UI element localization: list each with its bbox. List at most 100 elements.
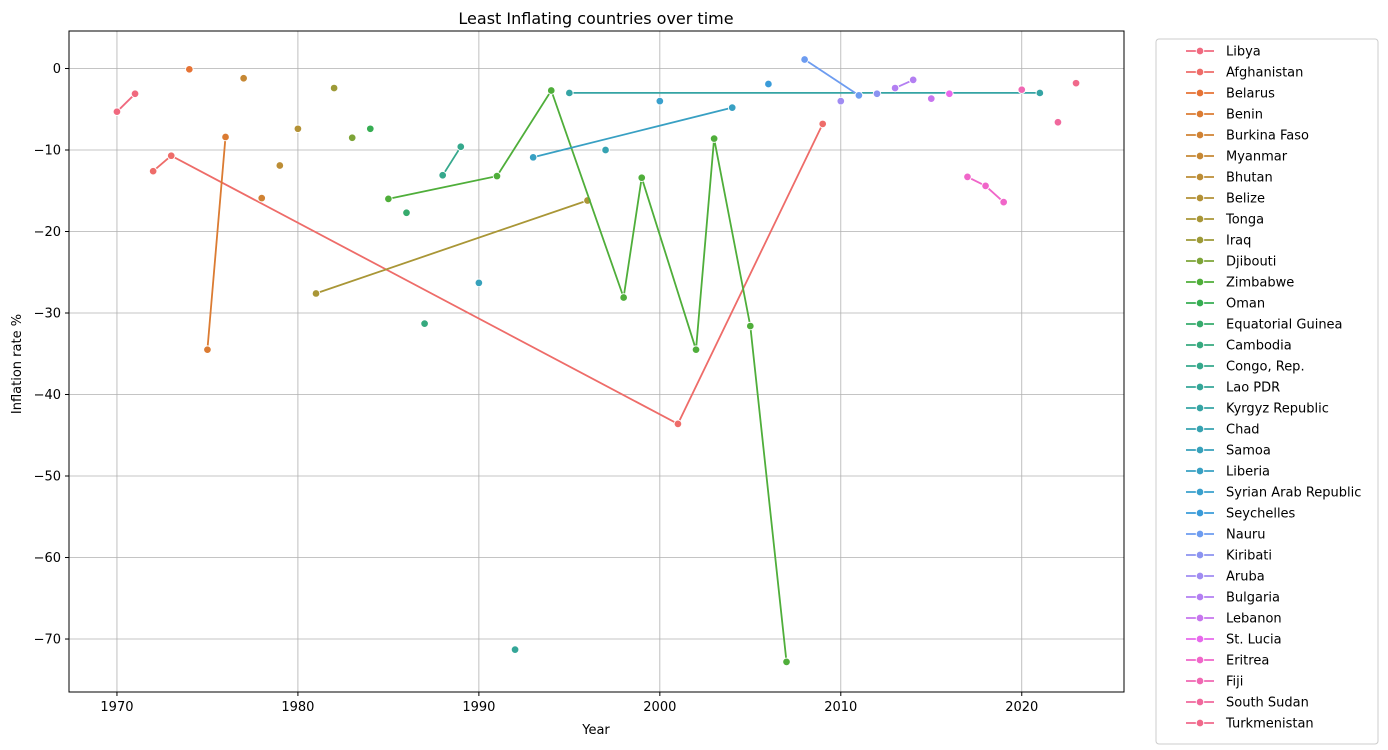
legend: Libya Afghanistan Belarus Benin Burkina Faso… — [1155, 38, 1379, 745]
x-tick-label: 2020 — [1005, 700, 1038, 715]
data-point — [112, 107, 122, 116]
data-point — [709, 134, 719, 143]
series-myanmar — [239, 74, 248, 83]
data-point — [456, 142, 466, 151]
legend-item: Oman — [1186, 297, 1265, 312]
series-line — [804, 58, 860, 97]
series-seychelles — [764, 79, 773, 89]
legend-label: Benin — [1226, 108, 1263, 123]
series-lao-pdr — [510, 645, 520, 654]
legend-item: Lao PDR — [1186, 381, 1280, 396]
plot-frame — [68, 30, 1125, 693]
legend-marker — [1195, 592, 1205, 602]
legend-label: Fiji — [1226, 675, 1243, 690]
legend-item: Zimbabwe — [1186, 276, 1294, 291]
legend-marker — [1195, 403, 1205, 413]
series-belarus — [185, 65, 194, 74]
legend-marker — [1195, 298, 1205, 308]
legend-item: Lebanon — [1186, 612, 1282, 627]
series-burkina-faso — [257, 193, 266, 203]
axis-ticks: 1970 1980 1990 2000 2010 2020 0 −10 −20 −30 −40 −50… — [34, 62, 1039, 715]
series-congo-rep- — [438, 142, 466, 180]
legend-item: Chad — [1186, 423, 1260, 438]
data-point — [601, 145, 610, 155]
legend-item: Liberia — [1186, 465, 1270, 480]
chart-title: Least Inflating countries over time — [458, 9, 733, 28]
legend-marker — [1195, 340, 1205, 350]
data-point — [800, 55, 809, 64]
legend-marker — [1195, 487, 1205, 497]
legend-item: Bhutan — [1186, 171, 1273, 186]
data-point — [1017, 85, 1027, 94]
series-djibouti — [347, 133, 357, 143]
legend-marker — [1195, 571, 1205, 581]
legend-marker — [1195, 319, 1205, 329]
data-point — [402, 208, 411, 218]
legend-marker — [1195, 151, 1205, 161]
legend-marker — [1195, 655, 1205, 665]
data-point — [818, 119, 827, 129]
legend-label: Tonga — [1225, 213, 1264, 228]
data-point — [221, 132, 230, 142]
series-eritrea — [963, 172, 1008, 207]
data-point — [981, 181, 990, 191]
legend-label: Kiribati — [1226, 549, 1272, 564]
legend-label: Congo, Rep. — [1226, 360, 1305, 375]
series-layer — [112, 55, 1081, 667]
legend-marker — [1195, 109, 1205, 119]
legend-marker — [1195, 46, 1205, 56]
series-bulgaria — [890, 75, 918, 93]
legend-marker — [1195, 256, 1205, 266]
legend-item: Djibouti — [1186, 255, 1276, 270]
legend-item: Turkmenistan — [1186, 717, 1314, 732]
x-axis-label: Year — [581, 723, 610, 738]
series-equatorial-guinea — [402, 208, 411, 218]
legend-item: Cambodia — [1186, 339, 1292, 354]
legend-label: Burkina Faso — [1226, 129, 1309, 144]
data-point — [999, 197, 1008, 207]
series-line — [152, 123, 824, 426]
data-point — [384, 194, 393, 204]
legend-marker — [1195, 277, 1205, 287]
legend-label: Nauru — [1226, 528, 1266, 543]
legend-label: Equatorial Guinea — [1226, 318, 1343, 333]
legend-marker — [1195, 193, 1205, 203]
data-point — [691, 345, 701, 354]
series-line — [441, 146, 462, 176]
series-line — [315, 199, 588, 295]
legend-label: Kyrgyz Republic — [1226, 402, 1329, 417]
legend-item: Eritrea — [1186, 654, 1269, 669]
legend-item: Iraq — [1186, 234, 1251, 249]
data-point — [945, 89, 954, 99]
legend-label: Belize — [1226, 192, 1265, 207]
series-oman — [366, 124, 375, 134]
data-point — [764, 79, 773, 89]
legend-label: Myanmar — [1226, 150, 1288, 165]
legend-item: Afghanistan — [1186, 66, 1303, 81]
data-point — [927, 94, 936, 103]
legend-item: Belize — [1186, 192, 1265, 207]
x-tick-label: 2010 — [824, 700, 857, 715]
grid — [69, 31, 1124, 692]
legend-item: Belarus — [1186, 87, 1275, 102]
legend-label: Djibouti — [1226, 255, 1276, 270]
legend-marker — [1195, 613, 1205, 623]
series-aruba — [836, 96, 846, 106]
series-cambodia — [420, 319, 429, 328]
legend-label: Samoa — [1226, 444, 1271, 459]
legend-label: Bulgaria — [1226, 591, 1280, 606]
data-point — [854, 91, 864, 100]
data-point — [836, 96, 846, 106]
data-point — [547, 86, 556, 95]
legend-marker — [1195, 67, 1205, 77]
legend-label: Belarus — [1226, 87, 1275, 102]
data-point — [203, 345, 212, 354]
data-point — [727, 103, 737, 112]
legend-item: Equatorial Guinea — [1186, 318, 1343, 333]
y-tick-label: 0 — [53, 62, 61, 77]
data-point — [782, 657, 791, 667]
legend-label: Bhutan — [1226, 171, 1273, 186]
data-point — [655, 96, 665, 106]
data-point — [1071, 78, 1081, 88]
legend-marker — [1195, 214, 1205, 224]
